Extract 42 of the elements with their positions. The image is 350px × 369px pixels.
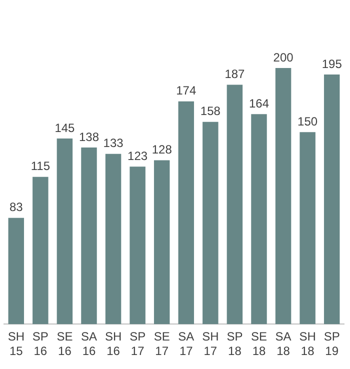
x-tick-label: SE 16	[56, 330, 73, 358]
x-tick-label: SP 18	[226, 330, 243, 358]
data-label: 128	[152, 142, 172, 157]
bar	[275, 68, 292, 324]
x-tick-label: SH 17	[202, 330, 219, 358]
bar	[130, 166, 146, 324]
bar	[56, 138, 73, 324]
data-label: 133	[103, 136, 124, 150]
bar	[178, 101, 194, 324]
data-label: 150	[298, 114, 318, 128]
data-label: 123	[128, 148, 148, 163]
data-label: 115	[30, 159, 50, 174]
x-tick-label: SH 16	[104, 330, 122, 358]
x-tick-label: SP 17	[130, 330, 146, 358]
data-label: 83	[9, 200, 24, 214]
x-tick-label: SP 19	[324, 330, 340, 358]
x-tick-label: SA 16	[80, 330, 98, 358]
x-tick-label: SE 17	[154, 330, 170, 358]
bar	[81, 147, 97, 324]
bar	[105, 154, 122, 324]
x-tick-label: SH 15	[8, 330, 24, 358]
data-label: 138	[78, 130, 100, 144]
x-tick-label: SA 18	[275, 330, 292, 358]
x-tick-label: SP 16	[32, 330, 48, 358]
bar	[226, 84, 243, 324]
data-label: 187	[224, 67, 246, 82]
bar	[202, 122, 218, 324]
bar	[251, 114, 267, 324]
bar	[324, 74, 340, 324]
bar	[32, 176, 48, 324]
data-label: 145	[54, 120, 76, 135]
data-label: 164	[248, 96, 270, 110]
data-label: 195	[322, 56, 342, 71]
bar	[8, 218, 24, 324]
x-tick-label: SH 18	[299, 330, 316, 358]
data-label: 158	[200, 104, 221, 118]
bar	[154, 160, 170, 324]
bar	[300, 132, 316, 324]
data-label: 200	[273, 50, 294, 64]
x-tick-label: SE 18	[250, 330, 268, 358]
x-tick-label: SA 17	[178, 330, 194, 358]
data-label: 174	[176, 84, 196, 98]
